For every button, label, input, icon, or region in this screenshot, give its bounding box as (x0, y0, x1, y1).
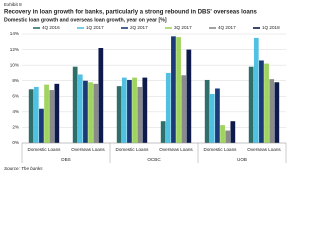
x-tick-label: Overseas Loans (71, 147, 105, 152)
bar (28, 89, 34, 143)
x-tick-label: Domestic Loans (116, 147, 150, 152)
x-tick-label: Overseas Loans (159, 147, 193, 152)
bar (132, 77, 137, 143)
legend-label: 1Q 2018 (262, 25, 280, 30)
x-tick-label: Domestic Loans (28, 147, 62, 152)
bar (93, 83, 99, 143)
bar (116, 86, 122, 143)
group-label: OCBC (147, 157, 161, 162)
group-label: DBS (61, 157, 70, 162)
legend-label: 4Q 2017 (218, 25, 236, 30)
bar (225, 130, 231, 143)
chart-subtitle: Domestic loan growth and overseas loan g… (4, 17, 167, 23)
legend-label: 2Q 2017 (130, 25, 148, 30)
bar (121, 77, 127, 143)
bar (160, 121, 166, 143)
x-tick-label: Overseas Loans (247, 147, 281, 152)
source-note: Source: The banks (4, 166, 43, 171)
bar (98, 48, 104, 144)
y-tick-label: 10% (10, 62, 19, 67)
bar (186, 49, 192, 144)
bar (33, 86, 39, 143)
group-label: UOB (237, 157, 247, 162)
bar (88, 82, 93, 143)
bar (83, 80, 88, 143)
bar (253, 37, 259, 144)
legend-label: 4Q 2016 (42, 25, 60, 30)
exhibit-label: Exhibit 8 (4, 2, 22, 7)
bar (137, 86, 143, 143)
bar (209, 93, 215, 143)
bar (54, 83, 60, 143)
y-tick-label: 14% (10, 31, 19, 36)
y-tick-label: 0% (12, 140, 19, 145)
y-tick-label: 2% (12, 125, 19, 130)
bar (259, 60, 264, 143)
bar (274, 82, 280, 143)
bar (215, 88, 220, 143)
bar (165, 72, 171, 143)
bar (77, 74, 83, 143)
y-tick-label: 8% (12, 78, 19, 83)
bar (44, 84, 49, 143)
bar (181, 75, 187, 143)
y-tick-label: 12% (10, 47, 19, 52)
bar (127, 79, 132, 143)
legend-label: 3Q 2017 (174, 25, 192, 30)
bar (39, 108, 44, 143)
bar (49, 90, 55, 143)
bar (220, 125, 225, 143)
bar (176, 37, 181, 143)
y-tick-label: 4% (12, 109, 19, 114)
bar (264, 63, 269, 144)
bar (269, 79, 275, 143)
bar (230, 121, 236, 143)
bar (72, 66, 78, 143)
y-tick-label: 6% (12, 94, 19, 99)
bar (171, 36, 176, 144)
bar (204, 79, 210, 143)
x-tick-label: Domestic Loans (204, 147, 238, 152)
chart: Exhibit 8 Recovery in loan growth for ba… (4, 2, 287, 171)
bar (248, 66, 254, 143)
bar (142, 77, 148, 143)
chart-title: Recovery in loan growth for banks, parti… (4, 10, 257, 16)
legend-label: 1Q 2017 (86, 25, 104, 30)
